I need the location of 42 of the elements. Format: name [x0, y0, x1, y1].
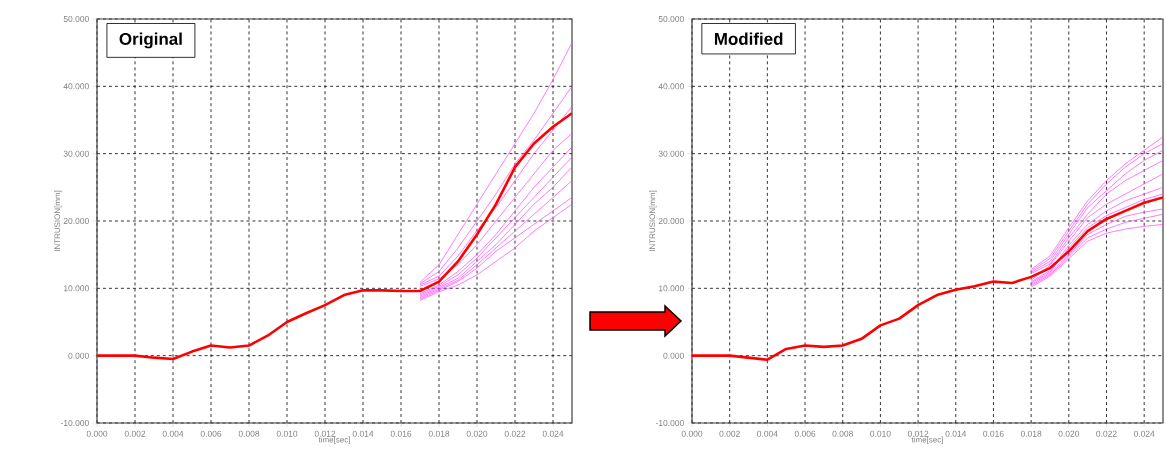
x-tick-label: 0.012: [907, 430, 929, 437]
x-tick-label: 0.022: [504, 430, 526, 437]
y-tick-label: 30.000: [658, 150, 684, 157]
x-tick-label: 0.024: [542, 430, 564, 437]
x-tick-label: 0.014: [945, 430, 967, 437]
y-tick-label: 50.000: [658, 15, 684, 22]
y-tick-label: 20.000: [63, 217, 89, 224]
x-tick-label: 0.014: [352, 430, 374, 437]
x-tick-label: 0.016: [983, 430, 1004, 437]
text: Modified: [714, 32, 783, 45]
x-tick-label: 0.006: [794, 430, 816, 437]
x-tick-label: 0.004: [162, 430, 184, 437]
y-tick-label: 40.000: [63, 83, 89, 90]
y-tick-label: -10.000: [60, 419, 89, 426]
x-tick-label: 0.018: [1020, 430, 1042, 437]
x-tick-label: 0.020: [1058, 430, 1080, 437]
x-tick-label: 0.016: [390, 430, 412, 437]
y-tick-label: 20.000: [658, 217, 684, 224]
x-tick-label: 0.008: [238, 430, 260, 437]
x-tick-label: 0.000: [681, 430, 703, 437]
y-tick-label: 50.000: [63, 15, 89, 22]
x-tick-label: 0.008: [832, 430, 853, 437]
y-tick-label: 10.000: [658, 285, 684, 292]
x-tick-label: 0.020: [466, 430, 488, 437]
y-tick-label: -10.000: [655, 419, 684, 426]
x-tick-label: 0.002: [124, 430, 146, 437]
x-tick-label: 0.006: [200, 430, 222, 437]
y-tick-label: 10.000: [63, 285, 89, 292]
text: Original: [119, 32, 182, 49]
x-tick-label: 0.000: [86, 430, 108, 437]
y-tick-label: 40.000: [658, 83, 684, 90]
y-tick-label: 0.000: [663, 352, 684, 359]
x-tick-label: 0.002: [719, 430, 740, 437]
x-tick-label: 0.024: [1133, 430, 1155, 437]
x-tick-label: 0.010: [870, 430, 891, 437]
x-tick-label: 0.004: [757, 430, 778, 437]
y-tick-label: 30.000: [63, 150, 89, 157]
x-tick-label: 0.022: [1096, 430, 1117, 437]
x-tick-label: 0.018: [428, 430, 450, 437]
x-tick-label: 0.012: [314, 430, 336, 437]
x-tick-label: 0.010: [276, 430, 298, 437]
y-tick-label: 0.000: [68, 352, 89, 359]
